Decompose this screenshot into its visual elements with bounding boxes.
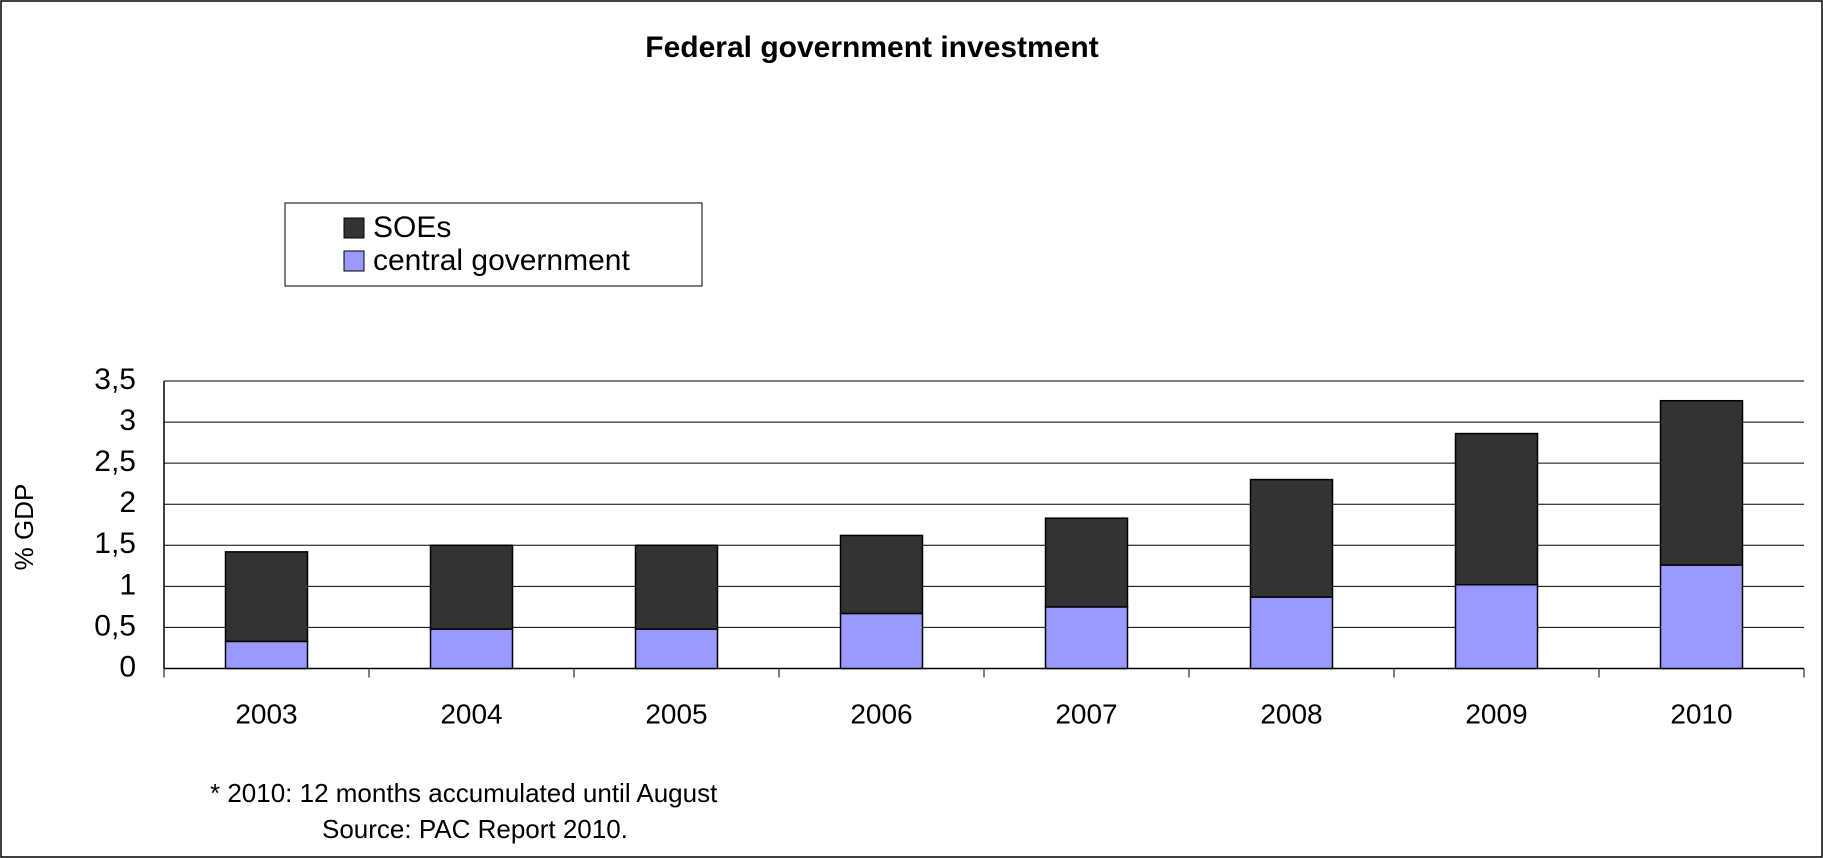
y-tick-label: 0 [119, 650, 136, 683]
legend-label: SOEs [373, 211, 451, 244]
bar-segment [1044, 606, 1129, 670]
y-axis-label: % GDP [9, 484, 39, 571]
x-tick-label: 2003 [235, 698, 297, 729]
y-tick-label: 2 [119, 486, 136, 519]
legend-swatch [343, 250, 365, 272]
x-tick-label: 2007 [1055, 698, 1117, 729]
bar-segment [839, 612, 924, 670]
x-tick-label: 2008 [1260, 698, 1322, 729]
source-note: Source: PAC Report 2010. [322, 814, 628, 844]
y-tick-label: 0,5 [94, 609, 136, 642]
bar-segment [1454, 432, 1539, 586]
bar-segment [1044, 517, 1129, 608]
x-tick-label: 2005 [645, 698, 707, 729]
bar-segment [1249, 596, 1334, 670]
x-tick-label: 2006 [850, 698, 912, 729]
x-tick-label: 2010 [1670, 698, 1732, 729]
bar-segment [429, 628, 514, 670]
y-tick-label: 3 [119, 404, 136, 437]
bar-segment [1249, 478, 1334, 598]
bar-segment [1659, 399, 1744, 566]
bar-segment [1454, 583, 1539, 670]
chart-title: Federal government investment [645, 31, 1098, 64]
bar-segment [634, 628, 719, 670]
bar-segment [429, 544, 514, 630]
y-tick-label: 2,5 [94, 445, 136, 478]
bar-segment [634, 544, 719, 630]
x-tick-label: 2009 [1465, 698, 1527, 729]
y-tick-label: 3,5 [94, 363, 136, 396]
legend-swatch [343, 217, 365, 239]
y-tick-label: 1 [119, 568, 136, 601]
footnote: * 2010: 12 months accumulated until Augu… [210, 778, 718, 808]
bar-segment [224, 551, 309, 643]
bar-segment [224, 640, 309, 670]
x-tick-label: 2004 [440, 698, 502, 729]
bar-segment [1659, 564, 1744, 670]
y-tick-label: 1,5 [94, 527, 136, 560]
bar-segment [839, 534, 924, 615]
legend-label: central government [373, 244, 630, 277]
legend-box [284, 202, 703, 287]
